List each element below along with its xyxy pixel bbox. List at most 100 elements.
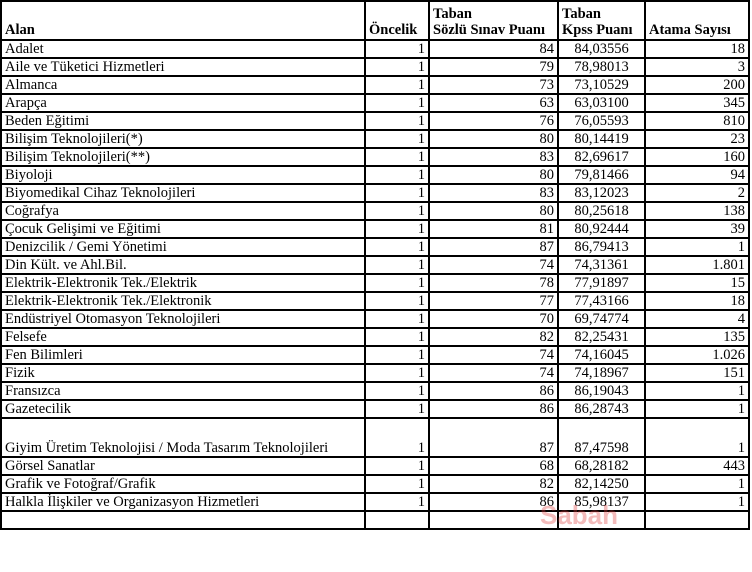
cell-atama: 1 — [644, 381, 750, 401]
cell-oncelik: 1 — [364, 237, 430, 257]
table-row: Bilişim Teknolojileri(**) 1 83 82,69617 160 — [0, 147, 750, 167]
cell-kpss: 82,14250 — [557, 474, 646, 494]
cell-sozlu: 86 — [428, 399, 559, 419]
cell-atama: 39 — [644, 219, 750, 239]
cell-oncelik: 1 — [364, 291, 430, 311]
cell-kpss: 77,91897 — [557, 273, 646, 293]
cell-sozlu: 77 — [428, 291, 559, 311]
cell-sozlu: 87 — [428, 417, 559, 458]
cell-empty — [364, 510, 430, 530]
cell-kpss: 86,19043 — [557, 381, 646, 401]
cell-atama: 443 — [644, 456, 750, 476]
table-row: Giyim Üretim Teknolojisi / Moda Tasarım … — [0, 417, 750, 458]
atama-table: Alan Öncelik Taban Sözlü Sınav Puanı Taba… — [0, 0, 750, 530]
table-row: Elektrik-Elektronik Tek./Elektronik 1 77 77… — [0, 291, 750, 311]
cell-atama: 1.801 — [644, 255, 750, 275]
cell-atama: 200 — [644, 75, 750, 95]
cell-kpss: 86,79413 — [557, 237, 646, 257]
cell-kpss: 74,31361 — [557, 255, 646, 275]
cell-atama: 18 — [644, 291, 750, 311]
cell-kpss: 76,05593 — [557, 111, 646, 131]
cell-sozlu: 80 — [428, 201, 559, 221]
cell-kpss: 78,98013 — [557, 57, 646, 77]
cell-sozlu: 80 — [428, 129, 559, 149]
cell-sozlu: 78 — [428, 273, 559, 293]
cell-kpss: 80,14419 — [557, 129, 646, 149]
cell-alan: Elektrik-Elektronik Tek./Elektronik — [0, 291, 366, 311]
cell-atama: 4 — [644, 309, 750, 329]
cell-sozlu: 74 — [428, 255, 559, 275]
cell-oncelik: 1 — [364, 363, 430, 383]
table-row: Fransızca 1 86 86,19043 1 — [0, 381, 750, 401]
cell-alan: Fransızca — [0, 381, 366, 401]
cell-kpss: 80,25618 — [557, 201, 646, 221]
header-row: Alan Öncelik Taban Sözlü Sınav Puanı Taba… — [0, 0, 750, 41]
cell-oncelik: 1 — [364, 273, 430, 293]
cell-sozlu: 74 — [428, 363, 559, 383]
cell-oncelik: 1 — [364, 93, 430, 113]
cell-sozlu: 73 — [428, 75, 559, 95]
cell-sozlu: 70 — [428, 309, 559, 329]
cell-alan: Biyoloji — [0, 165, 366, 185]
cell-oncelik: 1 — [364, 474, 430, 494]
cell-kpss: 84,03556 — [557, 39, 646, 59]
cell-alan: Biyomedikal Cihaz Teknolojileri — [0, 183, 366, 203]
cell-kpss: 87,47598 — [557, 417, 646, 458]
cell-kpss: 73,10529 — [557, 75, 646, 95]
cell-oncelik: 1 — [364, 111, 430, 131]
cell-alan: Gazetecilik — [0, 399, 366, 419]
cell-sozlu: 82 — [428, 474, 559, 494]
cell-sozlu: 83 — [428, 183, 559, 203]
table-row: Biyoloji 1 80 79,81466 94 — [0, 165, 750, 185]
cell-sozlu: 68 — [428, 456, 559, 476]
cell-alan: Grafik ve Fotoğraf/Grafik — [0, 474, 366, 494]
cell-atama: 1 — [644, 417, 750, 458]
table-row: Gazetecilik 1 86 86,28743 1 — [0, 399, 750, 419]
cell-sozlu: 74 — [428, 345, 559, 365]
cell-atama: 135 — [644, 327, 750, 347]
cell-alan: Denizcilik / Gemi Yönetimi — [0, 237, 366, 257]
table-row: Aile ve Tüketici Hizmetleri 1 79 78,98013 3 — [0, 57, 750, 77]
header-atama: Atama Sayısı — [644, 0, 750, 41]
header-sozlu: Taban Sözlü Sınav Puanı — [428, 0, 559, 41]
cell-atama: 1 — [644, 474, 750, 494]
table-row: Arapça 1 63 63,03100 345 — [0, 93, 750, 113]
cell-oncelik: 1 — [364, 327, 430, 347]
cell-alan: Din Kült. ve Ahl.Bil. — [0, 255, 366, 275]
cell-oncelik: 1 — [364, 456, 430, 476]
cell-atama: 1 — [644, 399, 750, 419]
cell-kpss: 74,16045 — [557, 345, 646, 365]
cell-atama: 94 — [644, 165, 750, 185]
cell-oncelik: 1 — [364, 381, 430, 401]
cell-alan: Elektrik-Elektronik Tek./Elektrik — [0, 273, 366, 293]
table-row: Halkla İlişkiler ve Organizasyon Hizmetl… — [0, 492, 750, 512]
cell-atama: 345 — [644, 93, 750, 113]
cell-sozlu: 86 — [428, 381, 559, 401]
cell-sozlu: 87 — [428, 237, 559, 257]
cell-alan: Çocuk Gelişimi ve Eğitimi — [0, 219, 366, 239]
cell-oncelik: 1 — [364, 57, 430, 77]
cell-kpss: 69,74774 — [557, 309, 646, 329]
cell-atama: 160 — [644, 147, 750, 167]
cell-empty — [0, 510, 366, 530]
cell-oncelik: 1 — [364, 129, 430, 149]
cell-atama: 810 — [644, 111, 750, 131]
cell-sozlu: 84 — [428, 39, 559, 59]
table-row-partial — [0, 510, 750, 530]
cell-atama: 1 — [644, 492, 750, 512]
cell-alan: Almanca — [0, 75, 366, 95]
cell-alan: Beden Eğitimi — [0, 111, 366, 131]
cell-alan: Görsel Sanatlar — [0, 456, 366, 476]
cell-oncelik: 1 — [364, 147, 430, 167]
table-row: Denizcilik / Gemi Yönetimi 1 87 86,79413 1 — [0, 237, 750, 257]
cell-oncelik: 1 — [364, 255, 430, 275]
cell-sozlu: 82 — [428, 327, 559, 347]
cell-atama: 1.026 — [644, 345, 750, 365]
cell-atama: 138 — [644, 201, 750, 221]
cell-sozlu: 76 — [428, 111, 559, 131]
cell-sozlu: 81 — [428, 219, 559, 239]
cell-oncelik: 1 — [364, 165, 430, 185]
cell-sozlu: 79 — [428, 57, 559, 77]
header-alan: Alan — [0, 0, 366, 41]
table-row: Din Kült. ve Ahl.Bil. 1 74 74,31361 1.801 — [0, 255, 750, 275]
